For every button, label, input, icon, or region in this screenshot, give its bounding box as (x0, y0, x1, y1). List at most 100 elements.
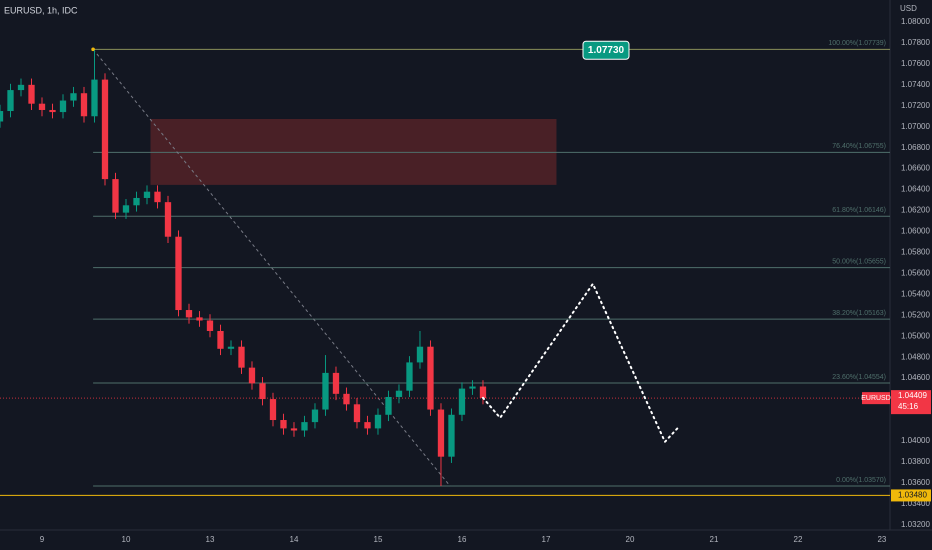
fib-label: 23.60%(1.04554) (832, 374, 886, 381)
candle-body (259, 383, 266, 400)
x-tick-label: 17 (542, 535, 551, 544)
symbol-label: EURUSD (861, 395, 891, 402)
candle-body (269, 399, 277, 421)
y-tick-label: 1.03400 (901, 499, 930, 508)
x-tick-label: 13 (206, 535, 215, 544)
y-tick-label: 1.07200 (901, 101, 930, 110)
candle-body (332, 372, 340, 394)
y-tick-label: 1.06400 (901, 185, 930, 194)
x-tick-label: 14 (290, 535, 299, 544)
y-tick-label: 1.06200 (901, 206, 930, 215)
y-tick-label: 1.03800 (901, 457, 930, 466)
y-tick-label: 1.06000 (901, 227, 930, 236)
candle-body (17, 84, 25, 91)
candle-body (322, 372, 329, 410)
candle-body (91, 79, 98, 117)
candle-body (479, 386, 487, 399)
last-price-label: 1.04409 (898, 391, 927, 400)
candle-body (448, 414, 455, 457)
candle-body (238, 346, 245, 368)
support-label: 1.03480 (898, 491, 927, 500)
countdown-label: 45:16 (898, 402, 919, 411)
candle-body (364, 422, 371, 429)
fib-label: 0.00%(1.03570) (836, 477, 886, 484)
candle-body (0, 111, 4, 122)
projection-path (481, 281, 679, 444)
candle-body (185, 310, 193, 318)
y-tick-label: 1.03200 (901, 520, 930, 529)
candle-body (7, 90, 14, 112)
price-badge (582, 40, 630, 60)
candle-body (406, 362, 413, 391)
x-tick-label: 15 (374, 535, 383, 544)
x-tick-label: 23 (877, 535, 886, 544)
y-tick-label: 1.05000 (901, 331, 930, 340)
candle-body (38, 103, 46, 110)
x-tick-label: 9 (40, 535, 45, 544)
price-badge-label: 1.07730 (588, 45, 625, 56)
y-tick-label: 1.04600 (901, 373, 930, 382)
y-tick-label: 1.04800 (901, 352, 930, 361)
candle-body (301, 422, 308, 431)
candle-body (133, 197, 140, 206)
candle-body (196, 317, 203, 321)
candle-body (217, 330, 224, 349)
candle-body (28, 84, 35, 104)
symbol-badge (862, 392, 890, 405)
chart-title: EURUSD, 1h, IDC (4, 5, 78, 15)
x-tick-label: 20 (626, 535, 635, 544)
x-tick-label: 16 (458, 535, 467, 544)
candle-body (458, 388, 466, 415)
candle-body (112, 179, 119, 213)
fib-label: 76.40%(1.06755) (832, 143, 886, 150)
candle-body (353, 404, 361, 423)
candle-body (175, 236, 182, 311)
candle-body (343, 393, 350, 405)
candle-body (49, 109, 56, 113)
candle-body (248, 367, 256, 384)
y-tick-label: 1.07800 (901, 38, 930, 47)
y-tick-label: 1.06600 (901, 164, 930, 173)
y-tick-label: 1.07000 (901, 122, 930, 131)
candle-body (80, 93, 88, 117)
last-price-badge (891, 390, 931, 415)
y-tick-label: 1.05600 (901, 268, 930, 277)
fib-label: 100.00%(1.07739) (828, 40, 886, 47)
x-tick-label: 21 (710, 535, 719, 544)
candle-body (290, 428, 298, 431)
candle-body (437, 409, 445, 457)
y-tick-label: 1.04000 (901, 436, 930, 445)
y-tick-label: 1.08000 (901, 17, 930, 26)
candle-body (154, 191, 161, 203)
x-tick-label: 10 (122, 535, 131, 544)
x-tick-label: 22 (794, 535, 803, 544)
trend-anchor (91, 47, 95, 52)
candle-body (143, 191, 151, 198)
fib-label: 38.20%(1.05163) (832, 310, 886, 317)
candle-body (427, 346, 434, 410)
candle-body (101, 79, 109, 180)
fib-label: 61.80%(1.06146) (832, 207, 886, 214)
candle-body (416, 346, 424, 363)
candle-body (227, 346, 235, 349)
y-tick-label: 1.05400 (901, 289, 930, 298)
candle-body (469, 386, 476, 389)
y-tick-label: 1.07600 (901, 59, 930, 68)
fib-label: 50.00%(1.05655) (832, 258, 886, 265)
candle-body (59, 100, 67, 113)
candle-body (374, 414, 382, 429)
candle-body (395, 390, 403, 397)
support-badge (891, 489, 931, 502)
candle-body (122, 205, 130, 213)
candle-body (311, 409, 319, 423)
candle-body (70, 93, 77, 101)
y-tick-label: 1.07400 (901, 80, 930, 89)
y-tick-label: 1.06800 (901, 143, 930, 152)
y-tick-label: 1.03600 (901, 478, 930, 487)
candle-body (164, 202, 172, 237)
y-tick-label: 1.05200 (901, 310, 930, 319)
y-tick-label: 1.05800 (901, 248, 930, 257)
y-axis-label: USD (900, 4, 917, 13)
candle-body (280, 420, 287, 429)
